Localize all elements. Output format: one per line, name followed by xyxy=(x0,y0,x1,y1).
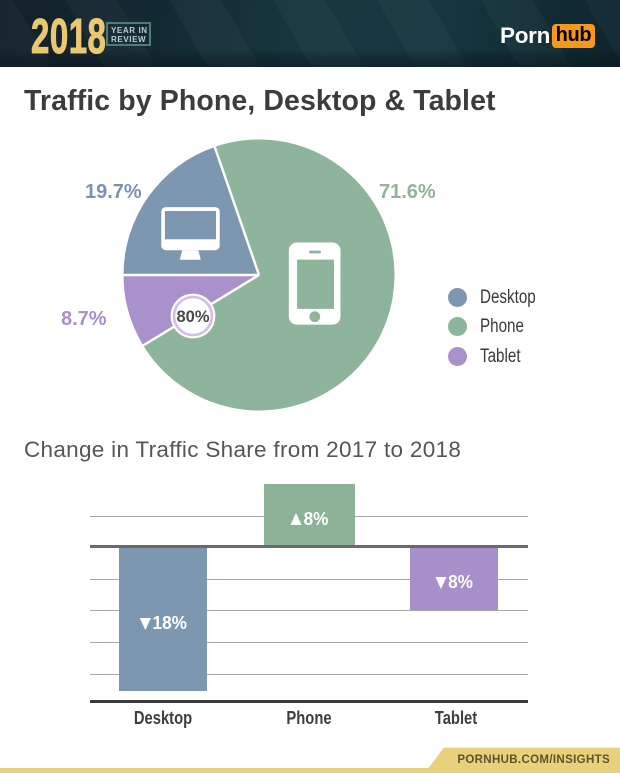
svg-text:80%: 80% xyxy=(176,308,209,326)
